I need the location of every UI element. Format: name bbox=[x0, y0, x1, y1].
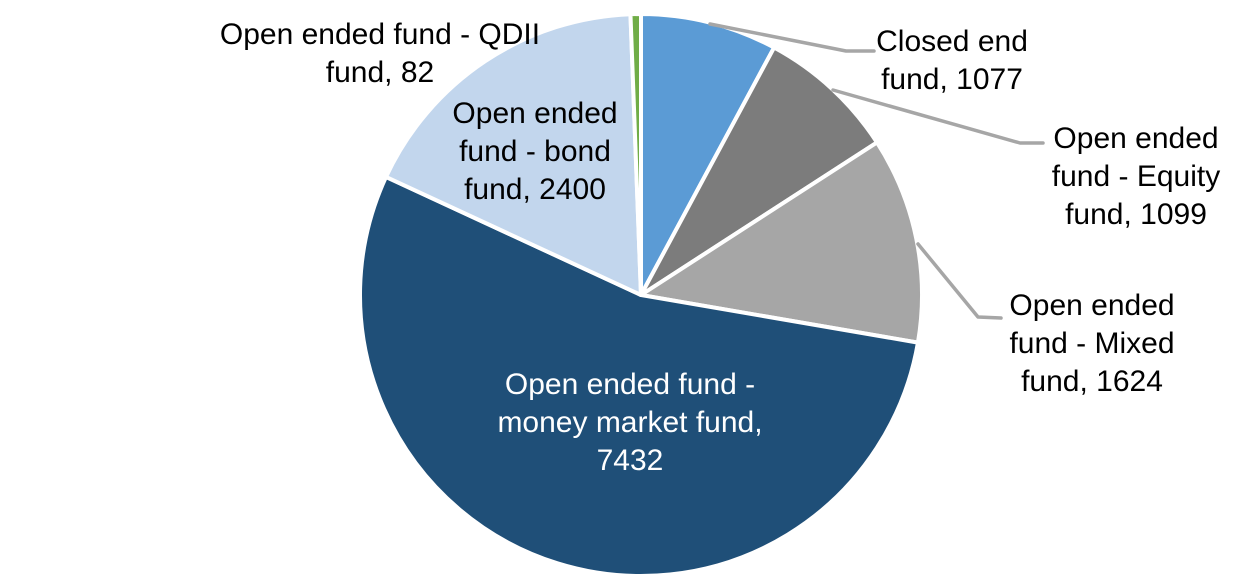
callout-line: fund, 2400 bbox=[464, 173, 606, 206]
leader-line-mixed-fund bbox=[916, 242, 1003, 320]
leader-line-closed-end-fund bbox=[708, 22, 876, 53]
callout-line: fund - Mixed bbox=[1009, 327, 1175, 360]
pie-slice-money_market[interactable] bbox=[358, 174, 920, 578]
callout-line: money market fund, bbox=[497, 406, 763, 439]
pie-slices bbox=[358, 12, 924, 578]
callout-line: fund - bond bbox=[459, 135, 611, 168]
callout-line: fund, 1624 bbox=[1021, 365, 1163, 398]
callout-line: fund - Equity bbox=[1051, 160, 1221, 193]
label-money-market-fund: Open ended fund - money market fund, 743… bbox=[450, 366, 810, 480]
pie-slice-bond[interactable] bbox=[384, 12, 643, 297]
callout-line: Open ended fund - bbox=[504, 368, 756, 401]
pie-slice-mixed[interactable] bbox=[639, 140, 924, 345]
label-qdii-fund: Open ended fund - QDII fund, 82 bbox=[170, 16, 590, 92]
callout-line: 7432 bbox=[596, 444, 664, 477]
pie-slice-equity[interactable] bbox=[639, 45, 879, 297]
label-mixed-fund: Open ended fund - Mixed fund, 1624 bbox=[942, 287, 1242, 401]
label-bond-fund: Open ended fund - bond fund, 2400 bbox=[385, 95, 685, 209]
label-closed-end-fund: Closed end fund, 1077 bbox=[802, 23, 1102, 99]
callout-line: Closed end bbox=[876, 25, 1028, 58]
leader-lines bbox=[708, 22, 1045, 320]
leader-line-equity-fund bbox=[831, 88, 1045, 145]
label-equity-fund: Open ended fund - Equity fund, 1099 bbox=[986, 120, 1250, 234]
callout-line: Open ended bbox=[1053, 122, 1219, 155]
callout-line: fund, 82 bbox=[325, 56, 435, 89]
pie-slice-qdii[interactable] bbox=[628, 12, 643, 297]
callout-line: fund, 1099 bbox=[1065, 198, 1207, 231]
callout-line: Open ended bbox=[452, 97, 618, 130]
callout-line: Open ended bbox=[1009, 289, 1175, 322]
callout-line: fund, 1077 bbox=[881, 63, 1023, 96]
callout-line: Open ended fund - QDII bbox=[219, 18, 541, 51]
